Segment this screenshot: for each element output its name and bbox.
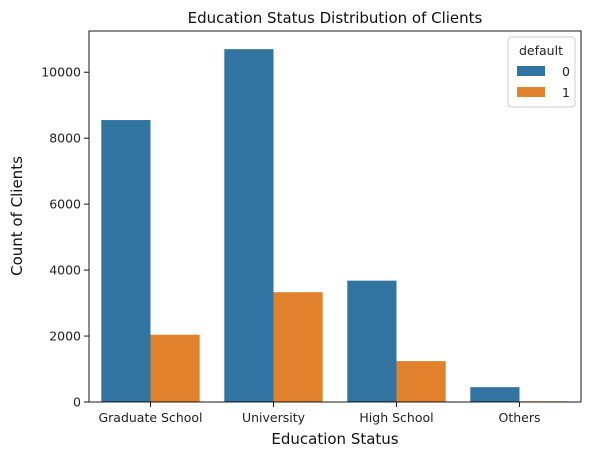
bar-1-0 xyxy=(150,334,200,402)
x-tick-label: University xyxy=(242,410,306,425)
x-tick-label: Graduate School xyxy=(98,410,202,425)
legend: default 0 1 xyxy=(507,36,576,108)
x-tick-label: Others xyxy=(498,410,540,425)
x-axis: Graduate School University High School Othe… xyxy=(98,402,541,425)
y-tick-label: 6000 xyxy=(49,197,81,212)
y-tick-label: 8000 xyxy=(49,131,81,146)
legend-swatch-1 xyxy=(517,87,545,97)
x-axis-label: Education Status xyxy=(271,430,398,448)
chart-title: Education Status Distribution of Clients xyxy=(188,9,483,27)
y-tick-label: 0 xyxy=(73,395,81,410)
plot-frame xyxy=(88,30,582,403)
bar-1-2 xyxy=(396,361,446,402)
bars-group xyxy=(101,49,569,402)
bar-0-2 xyxy=(347,280,397,402)
bar-0-1 xyxy=(224,49,274,402)
bar-1-1 xyxy=(273,292,323,402)
x-tick-label: High School xyxy=(359,410,433,425)
legend-swatch-0 xyxy=(517,66,545,76)
y-axis: 0 2000 4000 6000 8000 10000 xyxy=(41,65,89,410)
bar-0-0 xyxy=(101,120,151,402)
y-tick-label: 4000 xyxy=(49,263,81,278)
y-tick-label: 10000 xyxy=(41,65,81,80)
y-axis-label: Count of Clients xyxy=(8,156,26,276)
legend-title: default xyxy=(519,43,563,58)
bar-0-3 xyxy=(470,387,520,402)
legend-label-0: 0 xyxy=(562,64,570,79)
legend-label-1: 1 xyxy=(562,85,570,100)
y-tick-label: 2000 xyxy=(49,329,81,344)
